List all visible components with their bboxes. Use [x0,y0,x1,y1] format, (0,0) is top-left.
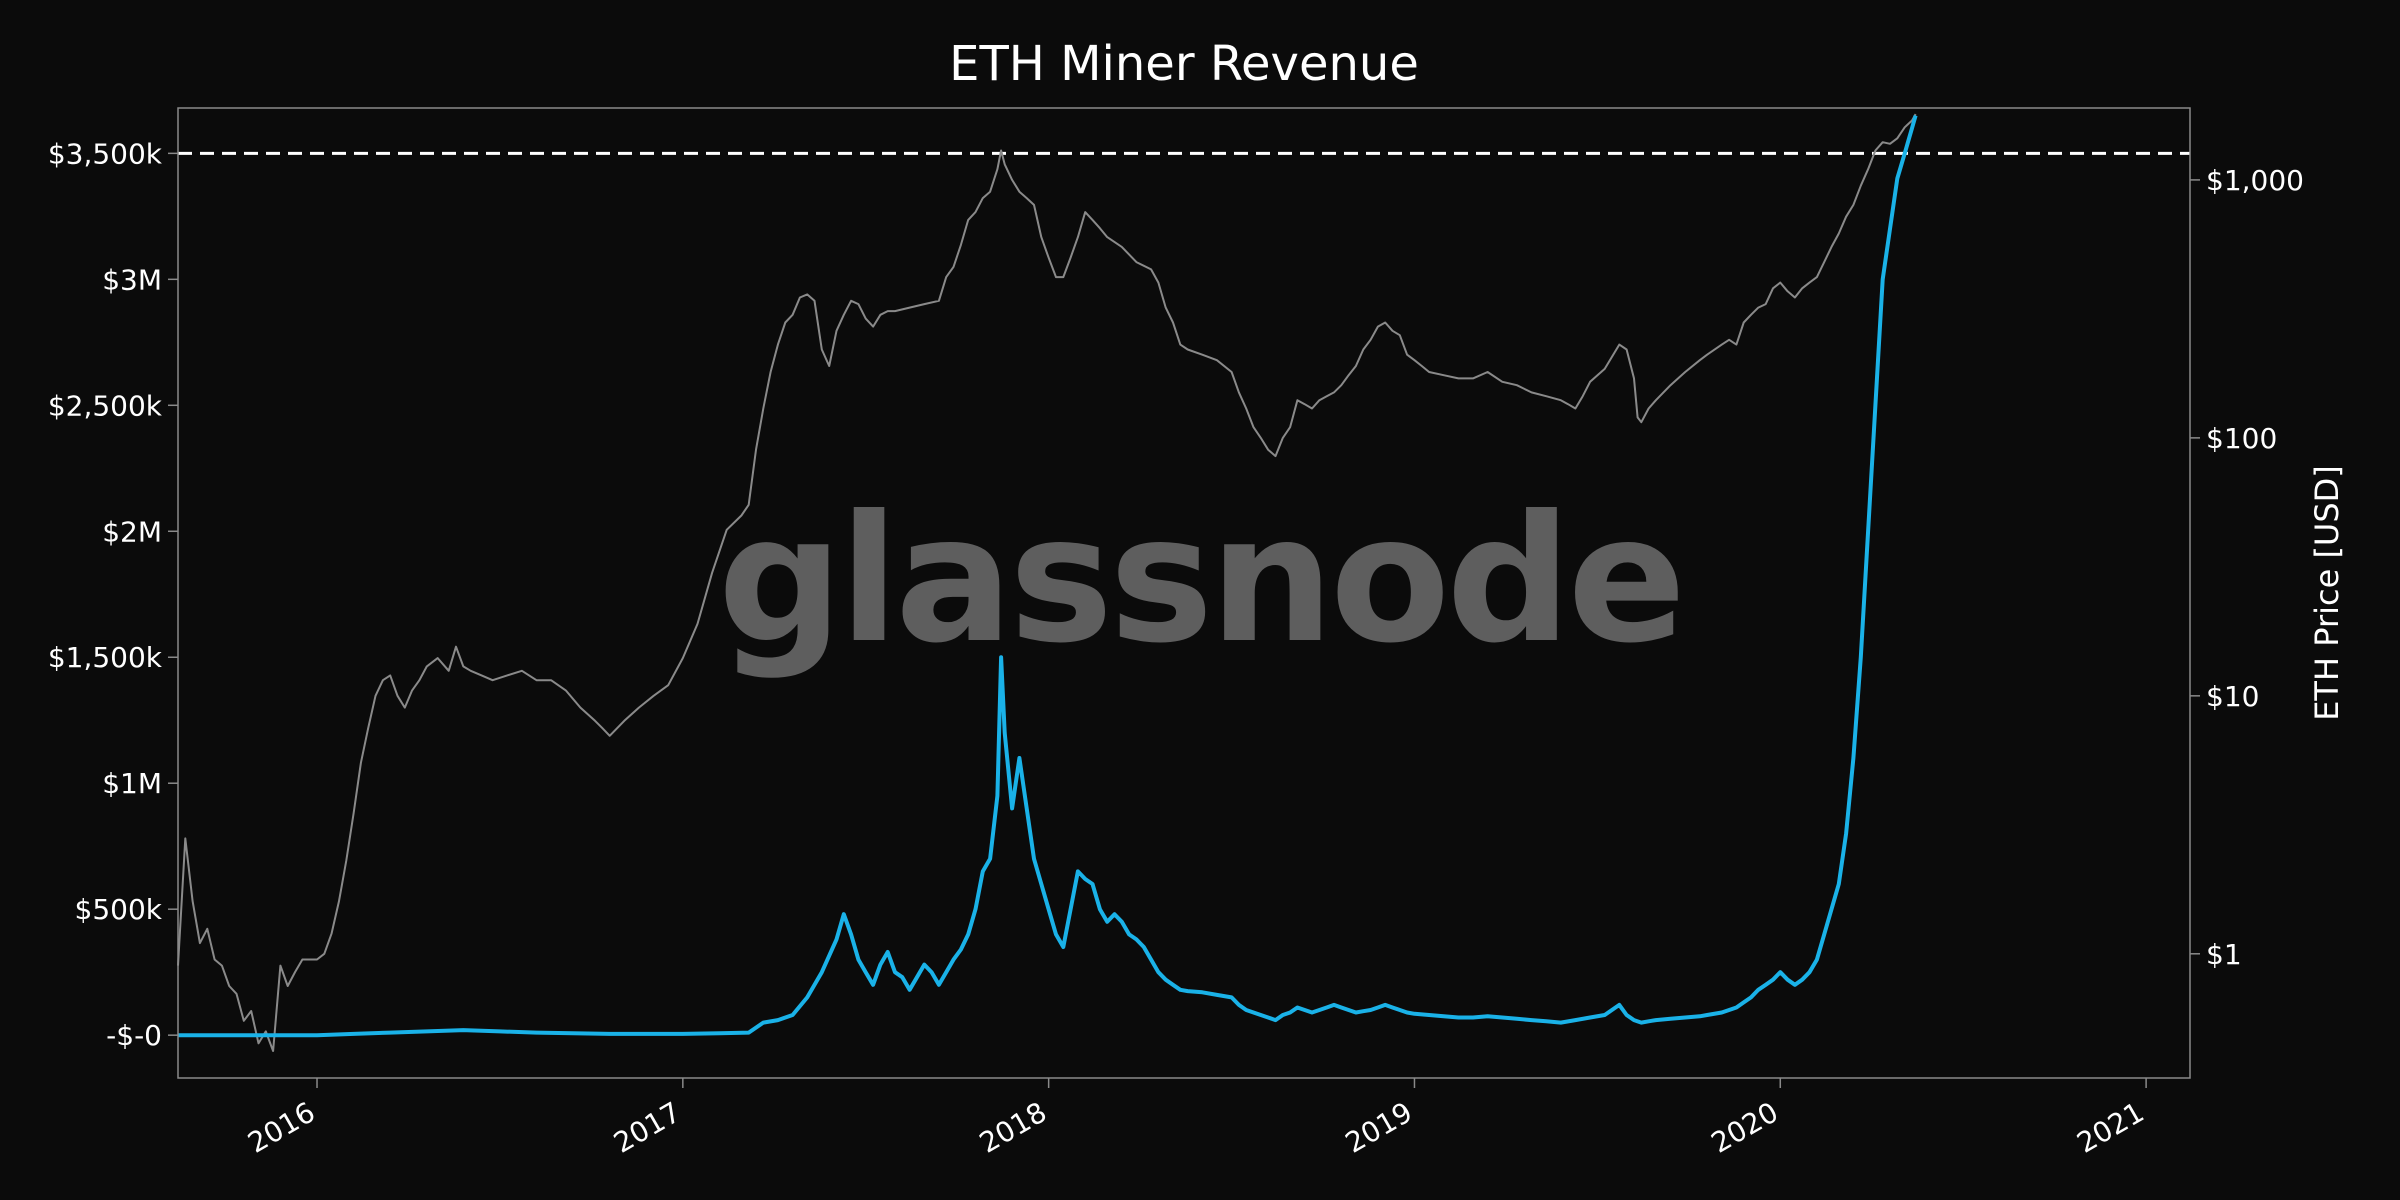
y-left-tick-label: -$-0 [106,1019,162,1052]
chart-title: ETH Miner Revenue [949,36,1419,92]
y-left-tick-label: $1,500k [48,641,163,674]
plot-frame [177,107,2191,1079]
y-left-tick-label: $1M [102,767,162,800]
y-axis-right-label: ETH Price [USD] [2308,465,2346,721]
y-right-tick-label: $1 [2206,938,2242,971]
y-left-tick-label: $3,500k [48,137,163,170]
y-left-tick-label: $500k [75,893,163,926]
y-right-tick-label: $100 [2206,422,2277,455]
y-left-tick-label: $3M [102,263,162,296]
y-right-tick-label: $1,000 [2206,164,2304,197]
watermark-logo: glassnode [718,479,1682,682]
y-left-tick-label: $2,500k [48,389,163,422]
miner-revenue-line [178,115,1918,1038]
y-left-tick-label: $2M [102,515,162,548]
eth-price-line [177,113,1917,1052]
y-right-tick-label: $10 [2206,680,2259,713]
